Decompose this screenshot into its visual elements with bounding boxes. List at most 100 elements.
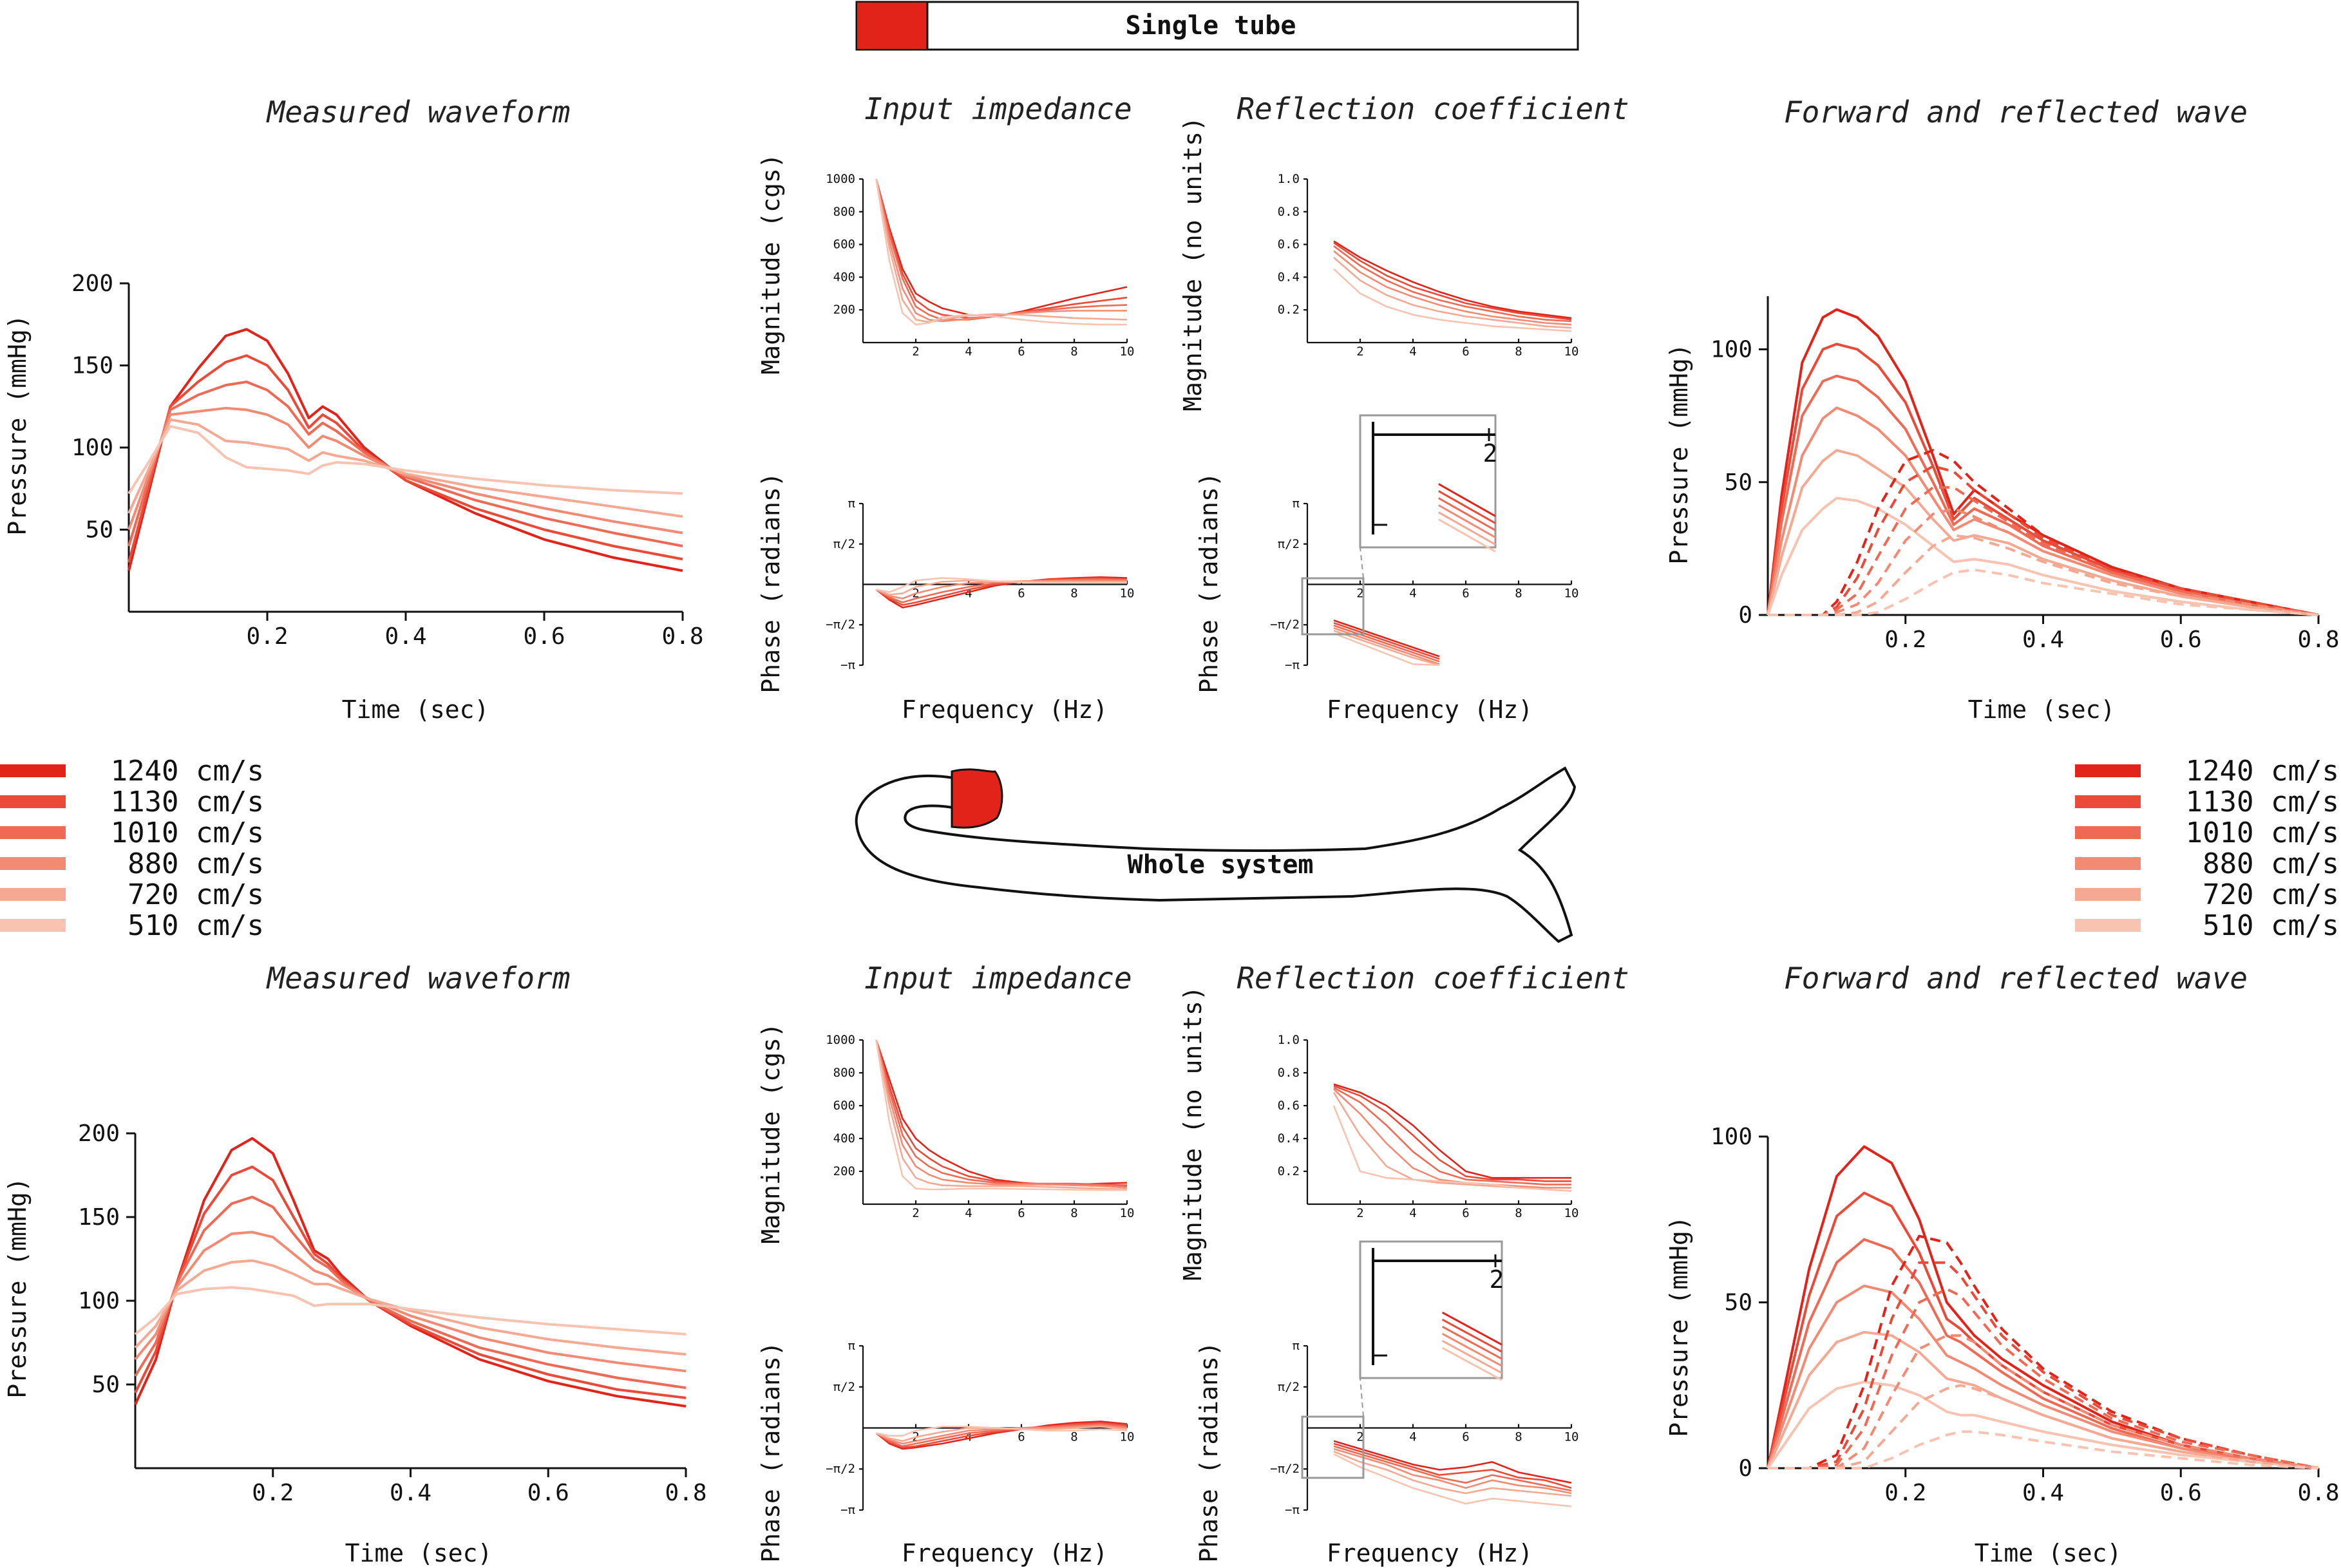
series-line bbox=[128, 328, 683, 572]
series-line bbox=[1333, 268, 1572, 332]
series-line bbox=[1768, 1430, 2319, 1469]
title-fwdref-bottom: Forward and reflected wave bbox=[1784, 961, 2248, 996]
inset-selection bbox=[1301, 577, 1365, 636]
ylabel-impedance-phase-top: Phase (radians) bbox=[757, 472, 785, 693]
y-tick-label: −π/2 bbox=[826, 1462, 855, 1476]
inset-series-line bbox=[1441, 1332, 1502, 1367]
y-tick-label: −π/2 bbox=[1270, 1462, 1300, 1476]
series-line bbox=[1333, 1440, 1572, 1484]
series-line bbox=[1767, 449, 2319, 616]
y-tick-label: −π bbox=[1285, 1503, 1300, 1517]
x-tick-label: 6 bbox=[1018, 587, 1025, 601]
series-line bbox=[1333, 240, 1572, 319]
y-tick-label: 800 bbox=[833, 205, 855, 219]
y-tick-label: 50 bbox=[1725, 469, 1752, 496]
x-tick-label: 0.6 bbox=[2160, 627, 2202, 653]
y-tick-label: π bbox=[848, 1339, 855, 1353]
y-tick-label: 1.0 bbox=[1278, 172, 1300, 186]
title-reflection-bottom: Reflection coefficient bbox=[1237, 961, 1629, 996]
series-line bbox=[875, 1039, 1128, 1191]
x-tick-label: 0.2 bbox=[1884, 1480, 1926, 1506]
x-tick-label: 4 bbox=[1409, 1206, 1416, 1220]
x-tick-label: 4 bbox=[965, 1206, 972, 1220]
series-line bbox=[1767, 1145, 2319, 1469]
inset-series-line bbox=[1441, 1339, 1502, 1374]
y-tick-label: 50 bbox=[1725, 1290, 1752, 1316]
title-impedance-bottom: Input impedance bbox=[864, 961, 1132, 996]
legend-label: 510 cm/s bbox=[2203, 909, 2339, 942]
x-tick-label: 8 bbox=[1070, 1206, 1077, 1220]
system-label: Whole system bbox=[1128, 850, 1314, 880]
x-tick-label: 10 bbox=[1564, 1430, 1579, 1444]
xlabel-measured-top: Time (sec) bbox=[342, 695, 489, 724]
series-line bbox=[1333, 242, 1572, 321]
y-tick-label: 400 bbox=[833, 270, 855, 284]
series-line bbox=[1767, 308, 2319, 616]
series-line bbox=[1768, 1287, 2319, 1469]
series-line bbox=[1767, 1284, 2319, 1469]
series-line bbox=[1333, 630, 1440, 666]
series-line bbox=[1333, 1442, 1572, 1489]
series-line bbox=[1768, 507, 2319, 616]
series-line bbox=[1333, 1085, 1571, 1182]
xlabel-impedance-top: Frequency (Hz) bbox=[902, 695, 1108, 724]
ylabel-fwdref-bottom: Pressure (mmHg) bbox=[1665, 1216, 1693, 1437]
y-tick-label: 0.2 bbox=[1278, 303, 1300, 317]
legend-label: 720 cm/s bbox=[2203, 878, 2339, 911]
y-tick-label: 600 bbox=[833, 238, 855, 252]
series-line bbox=[134, 1137, 687, 1408]
x-tick-label: 10 bbox=[1120, 345, 1135, 359]
inset-series-line bbox=[1438, 490, 1496, 524]
x-tick-label: 10 bbox=[1120, 587, 1135, 601]
y-tick-label: 0.6 bbox=[1278, 1099, 1300, 1113]
x-tick-label: 0.6 bbox=[527, 1480, 569, 1506]
series-line bbox=[1768, 465, 2319, 616]
x-tick-label: 4 bbox=[965, 1430, 972, 1444]
x-tick-label: 6 bbox=[1018, 1430, 1025, 1444]
x-tick-label: 4 bbox=[1409, 587, 1416, 601]
y-tick-label: π/2 bbox=[1278, 1380, 1300, 1394]
y-tick-label: 600 bbox=[833, 1099, 855, 1113]
chart-bottom-impedance-magnitude: 2 4 6 8 10 200 400 600 800 1000 bbox=[826, 1033, 1134, 1220]
series-line bbox=[1332, 1105, 1572, 1192]
inset-top: 2 bbox=[1301, 414, 1497, 636]
series-line bbox=[1333, 1086, 1571, 1185]
x-tick-label: 6 bbox=[1462, 587, 1469, 601]
x-tick-label: 4 bbox=[965, 587, 972, 601]
series-line bbox=[128, 424, 683, 495]
x-tick-label: 6 bbox=[1462, 1430, 1469, 1444]
legend-swatch bbox=[0, 826, 66, 839]
series-line bbox=[128, 406, 683, 534]
inset-series-line bbox=[1441, 1325, 1502, 1360]
x-tick-label: 0.8 bbox=[2297, 627, 2339, 653]
x-tick-label: 10 bbox=[1120, 1430, 1135, 1444]
legend-label: 510 cm/s bbox=[128, 909, 264, 942]
x-tick-label: 8 bbox=[1515, 1206, 1522, 1220]
y-tick-label: 0.8 bbox=[1278, 1066, 1300, 1080]
series-line bbox=[1333, 632, 1440, 666]
y-tick-label: 0 bbox=[1738, 1455, 1752, 1482]
inset-connector bbox=[1360, 1377, 1364, 1417]
legend-swatch bbox=[2075, 919, 2141, 932]
series-line bbox=[875, 178, 1127, 323]
legend-label: 1130 cm/s bbox=[2186, 786, 2339, 818]
x-tick-label: 0.2 bbox=[1884, 627, 1926, 653]
x-tick-label: 4 bbox=[1409, 1430, 1416, 1444]
inset-series-line bbox=[1441, 1311, 1502, 1346]
legend-label: 720 cm/s bbox=[128, 878, 264, 911]
legend-label: 1010 cm/s bbox=[111, 817, 264, 849]
ylabel-reflection-mag-bottom: Magnitude (no units) bbox=[1179, 986, 1207, 1281]
legend-swatch bbox=[2075, 857, 2141, 870]
y-tick-label: 0.8 bbox=[1278, 205, 1300, 219]
x-tick-label: 0.8 bbox=[2297, 1480, 2339, 1506]
title-reflection-top: Reflection coefficient bbox=[1237, 91, 1629, 126]
x-tick-label: 2 bbox=[1356, 1430, 1363, 1444]
y-tick-label: 100 bbox=[78, 1288, 120, 1314]
series-line bbox=[875, 1423, 1128, 1448]
series-line bbox=[1768, 534, 2319, 616]
inset-series-line bbox=[1438, 483, 1496, 517]
x-tick-label: 10 bbox=[1120, 1206, 1135, 1220]
